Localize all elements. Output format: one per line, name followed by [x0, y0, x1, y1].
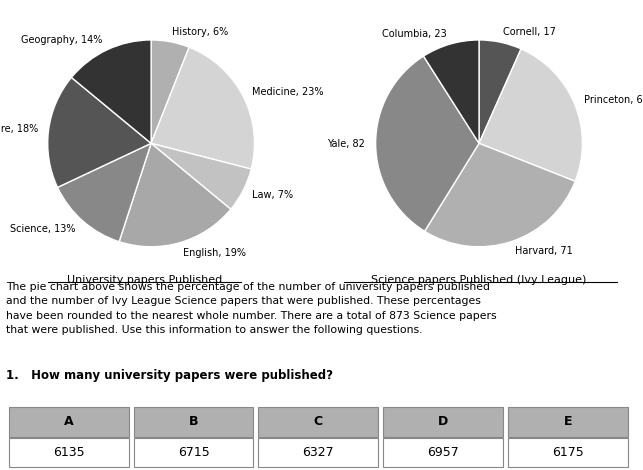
Bar [383, 438, 503, 468]
Text: Science papers Published (Ivy League): Science papers Published (Ivy League) [372, 275, 586, 285]
Text: Medicine, 23%: Medicine, 23% [253, 86, 324, 97]
Bar [508, 407, 628, 437]
Text: Law, 7%: Law, 7% [253, 190, 294, 200]
Text: E: E [563, 415, 572, 428]
Wedge shape [376, 56, 479, 231]
Text: 6175: 6175 [552, 446, 584, 459]
Text: Yale, 82: Yale, 82 [327, 139, 365, 149]
Text: Princeton, 62: Princeton, 62 [584, 95, 643, 105]
Text: A: A [64, 415, 73, 428]
Text: 6327: 6327 [302, 446, 334, 459]
Text: Columbia, 23: Columbia, 23 [383, 29, 448, 39]
Bar [134, 438, 253, 468]
Wedge shape [424, 40, 479, 143]
Text: English, 19%: English, 19% [183, 248, 246, 258]
Text: University papers Published: University papers Published [67, 275, 222, 285]
Wedge shape [48, 78, 151, 188]
Text: C: C [314, 415, 323, 428]
Text: The pie chart above shows the percentage of the number of university papers publ: The pie chart above shows the percentage… [6, 282, 497, 335]
Text: D: D [438, 415, 448, 428]
Text: 6715: 6715 [177, 446, 210, 459]
Bar [508, 438, 628, 468]
Wedge shape [71, 40, 151, 143]
Text: Cornell, 17: Cornell, 17 [503, 27, 556, 37]
Wedge shape [57, 143, 151, 242]
Bar [9, 438, 129, 468]
Bar [258, 407, 378, 437]
Text: Culture, 18%: Culture, 18% [0, 124, 39, 134]
Text: Geography, 14%: Geography, 14% [21, 35, 103, 46]
Wedge shape [479, 40, 521, 143]
Bar [9, 407, 129, 437]
Text: 1.   How many university papers were published?: 1. How many university papers were publi… [6, 369, 334, 382]
Text: Harvard, 71: Harvard, 71 [515, 246, 573, 256]
Bar [258, 438, 378, 468]
Bar [383, 407, 503, 437]
Text: History, 6%: History, 6% [172, 27, 229, 37]
Wedge shape [151, 143, 251, 209]
Text: Science, 13%: Science, 13% [10, 224, 76, 234]
Wedge shape [151, 40, 189, 143]
Text: B: B [189, 415, 198, 428]
Text: 6135: 6135 [53, 446, 85, 459]
Bar [134, 407, 253, 437]
Wedge shape [424, 143, 575, 247]
Wedge shape [151, 47, 255, 169]
Wedge shape [479, 49, 583, 181]
Text: 6957: 6957 [427, 446, 459, 459]
Wedge shape [119, 143, 231, 247]
